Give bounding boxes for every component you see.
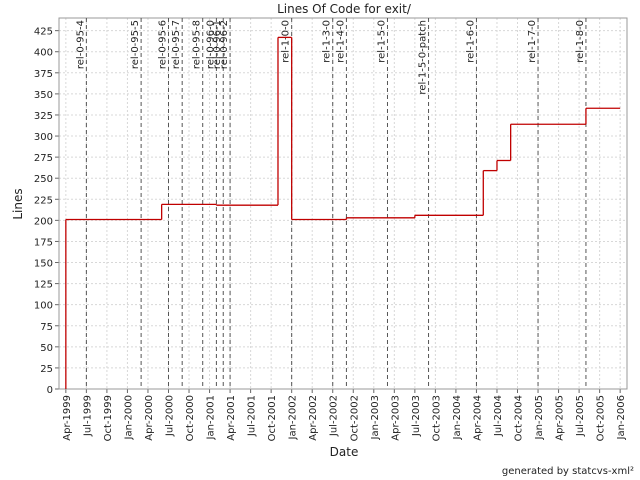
x-tick-label: Apr-2001 [226,395,237,441]
y-tick-label: 350 [34,90,53,101]
x-tick-label: Apr-2002 [308,395,319,441]
y-tick-label: 425 [34,27,53,38]
x-tick-label: Jan-2001 [206,395,217,440]
y-tick-label: 275 [34,153,53,164]
y-tick-label: 75 [40,322,53,333]
x-tick-label: Jul-2000 [164,395,175,437]
y-tick-label: 50 [40,343,53,354]
chart-title: Lines Of Code for exit/ [277,2,412,16]
tag-label: rel-0-96-0 [205,20,216,69]
x-tick-label: Apr-1999 [62,395,73,441]
y-tick-label: 175 [34,237,53,248]
x-tick-label: Jan-2000 [123,395,134,440]
y-tick-label: 225 [34,195,53,206]
tag-label: rel-1-0-0 [281,20,292,63]
plot-frame [58,17,628,390]
tag-label: rel-0-95-5 [130,20,141,69]
x-tick-label: Oct-2000 [185,395,196,441]
x-tick-label: Apr-2004 [472,395,483,441]
y-tick-label: 200 [34,216,53,227]
x-tick-label: Jul-2001 [247,395,258,437]
x-tick-label: Oct-2001 [267,395,278,441]
x-tick-label: Oct-2005 [596,395,607,441]
x-tick-label: Jan-2003 [370,395,381,440]
tag-label: rel-1-4-0 [335,20,346,63]
tag-label: rel-0-95-6 [157,20,168,69]
tag-label: rel-1-7-0 [527,20,538,63]
tag-label: rel-0-96-1 [212,20,223,69]
y-tick-label: 400 [34,48,53,59]
x-tick-label: Oct-2004 [514,395,525,441]
tag-label: rel-1-3-0 [322,20,333,63]
y-tick-label: 150 [34,259,53,270]
x-tick-label: Oct-2003 [431,395,442,441]
tag-label: rel-0-96-2 [219,20,230,69]
x-tick-label: Oct-2002 [349,395,360,441]
x-tick-label: Jan-2006 [616,395,627,440]
x-tick-label: Jul-2005 [575,395,586,437]
x-tick-label: Oct-1999 [103,395,114,441]
x-tick-label: Jul-2003 [411,395,422,437]
y-tick-label: 325 [34,111,53,122]
y-tick-label: 250 [34,174,53,185]
x-tick-label: Apr-2003 [390,395,401,441]
x-tick-label: Jan-2005 [534,395,545,440]
tag-label: rel-1-5-0 [376,20,387,63]
footer: generated by statcvs-xml² [502,466,634,477]
x-tick-label: Jan-2002 [288,395,299,440]
tag-label: rel-1-8-0 [575,20,586,63]
y-tick-label: 100 [34,301,53,312]
y-tick-label: 25 [40,364,53,375]
tag-label: rel-0-95-7 [171,20,182,69]
y-tick-label: 125 [34,280,53,291]
tag-label: rel-0-95-4 [75,20,86,69]
y-tick-label: 300 [34,132,53,143]
x-tick-label: Jan-2004 [452,395,463,440]
y-tick-label: 375 [34,69,53,80]
x-tick-label: Apr-2005 [555,395,566,441]
tag-label: rel-0-95-8 [192,20,203,69]
x-tick-label: Jul-1999 [82,395,93,437]
x-tick-label: Jul-2004 [493,395,504,437]
x-tick-label: Apr-2000 [144,395,155,441]
tag-label: rel-1-6-0 [465,20,476,63]
x-axis-label: Date [330,445,359,459]
y-tick-label: 0 [47,385,53,396]
tag-label: rel-1-5-0-patch [418,20,429,95]
x-tick-label: Jul-2002 [329,395,340,437]
y-axis-label: Lines [11,188,25,219]
